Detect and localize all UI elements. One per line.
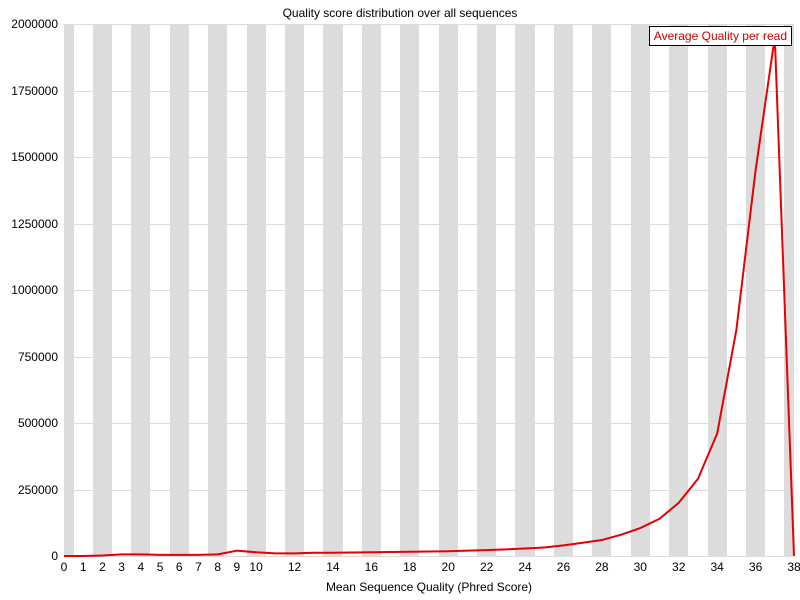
x-tick-label: 3 — [118, 560, 125, 574]
x-tick-label: 30 — [634, 560, 647, 574]
x-tick-label: 8 — [214, 560, 221, 574]
y-tick-label: 1250000 — [0, 217, 58, 231]
y-tick-label: 1000000 — [0, 283, 58, 297]
y-tick-label: 500000 — [0, 416, 58, 430]
x-tick-label: 0 — [61, 560, 68, 574]
y-tick-label: 2000000 — [0, 17, 58, 31]
x-tick-label: 2 — [99, 560, 106, 574]
x-tick-label: 24 — [518, 560, 531, 574]
x-tick-label: 18 — [403, 560, 416, 574]
x-tick-label: 38 — [787, 560, 800, 574]
x-tick-label: 16 — [365, 560, 378, 574]
line-layer — [64, 24, 794, 556]
y-tick-label: 0 — [0, 549, 58, 563]
x-tick-label: 32 — [672, 560, 685, 574]
y-tick-label: 1500000 — [0, 150, 58, 164]
chart-title: Quality score distribution over all sequ… — [0, 6, 800, 20]
x-tick-label: 34 — [710, 560, 723, 574]
x-tick-label: 28 — [595, 560, 608, 574]
x-tick-label: 1 — [80, 560, 87, 574]
gridline — [64, 556, 794, 557]
x-tick-label: 14 — [326, 560, 339, 574]
y-tick-label: 250000 — [0, 483, 58, 497]
x-tick-label: 6 — [176, 560, 183, 574]
x-tick-label: 12 — [288, 560, 301, 574]
x-tick-label: 36 — [749, 560, 762, 574]
y-tick-label: 750000 — [0, 350, 58, 364]
x-tick-label: 20 — [442, 560, 455, 574]
quality-line — [64, 37, 794, 556]
y-tick-label: 1750000 — [0, 84, 58, 98]
x-tick-label: 10 — [249, 560, 262, 574]
x-tick-label: 7 — [195, 560, 202, 574]
x-axis-label: Mean Sequence Quality (Phred Score) — [64, 580, 794, 594]
x-tick-label: 22 — [480, 560, 493, 574]
chart-container: Quality score distribution over all sequ… — [0, 0, 800, 600]
legend-box: Average Quality per read — [649, 26, 792, 46]
x-tick-label: 4 — [137, 560, 144, 574]
x-tick-label: 5 — [157, 560, 164, 574]
legend-label: Average Quality per read — [654, 29, 787, 43]
x-tick-label: 9 — [234, 560, 241, 574]
plot-area: Average Quality per read — [64, 24, 794, 556]
x-tick-label: 26 — [557, 560, 570, 574]
